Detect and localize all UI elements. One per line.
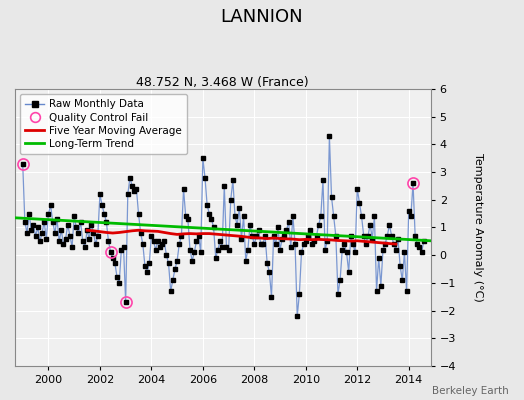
Text: LANNION: LANNION bbox=[221, 8, 303, 26]
Legend: Raw Monthly Data, Quality Control Fail, Five Year Moving Average, Long-Term Tren: Raw Monthly Data, Quality Control Fail, … bbox=[20, 94, 188, 154]
Title: 48.752 N, 3.468 W (France): 48.752 N, 3.468 W (France) bbox=[136, 76, 309, 89]
Text: Berkeley Earth: Berkeley Earth bbox=[432, 386, 508, 396]
Y-axis label: Temperature Anomaly (°C): Temperature Anomaly (°C) bbox=[473, 153, 483, 302]
